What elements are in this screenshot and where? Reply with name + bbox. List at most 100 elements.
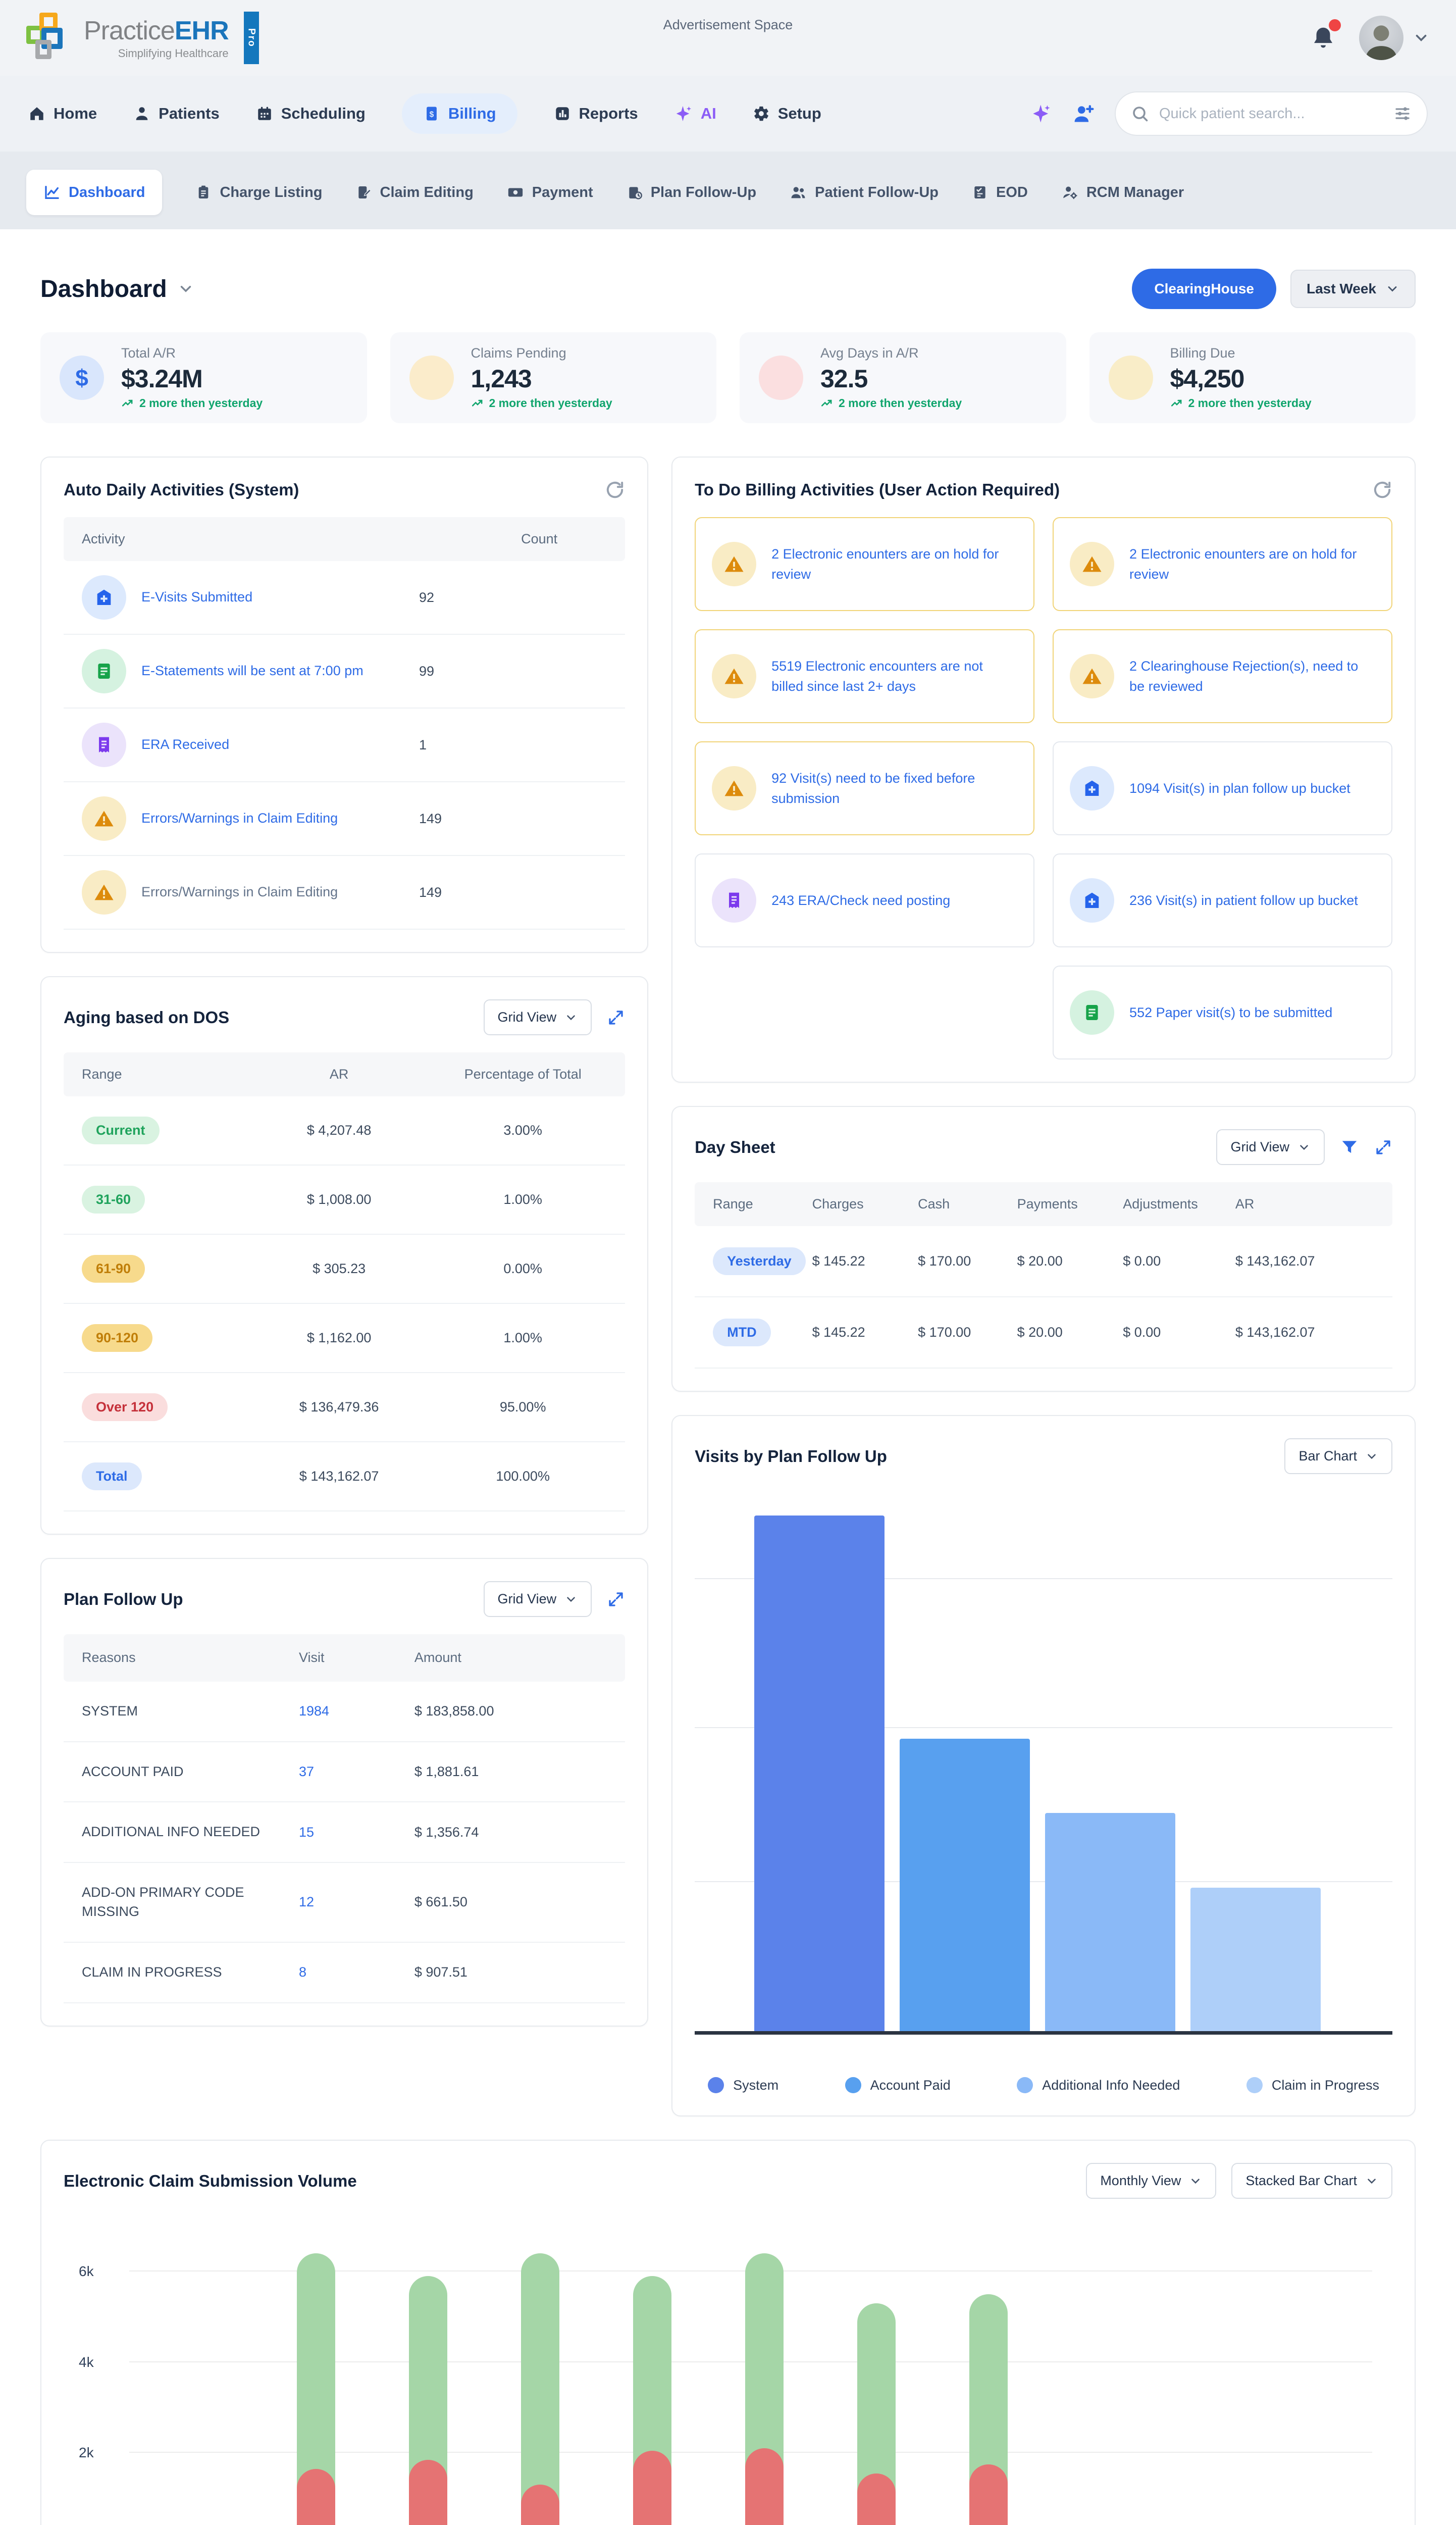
trend-up-icon [472,399,482,407]
visit-count-link[interactable]: 8 [299,1964,307,1980]
todo-link[interactable]: 2 Electronic enounters are on hold for r… [1129,546,1357,582]
tab-label: Claim Editing [380,184,474,200]
panel-title: To Do Billing Activities (User Action Re… [695,480,1060,499]
clock-icon [409,356,454,400]
table-header: Activity Count [64,517,626,561]
percentage-value: 0.00% [503,1261,542,1276]
activity-link[interactable]: Errors/Warnings in Claim Editing [141,811,338,826]
nav-item-patients[interactable]: Patients [133,105,220,123]
user-menu[interactable] [1359,16,1430,60]
search-input[interactable] [1159,105,1383,122]
tab-eod[interactable]: EOD [972,184,1028,201]
auto-daily-activities-panel: Auto Daily Activities (System) Activity … [40,457,649,953]
refresh-icon[interactable] [1372,480,1392,500]
visit-count-link[interactable]: 1984 [299,1703,330,1719]
cash-value: $ 170.00 [918,1253,971,1269]
expand-icon[interactable] [607,1008,625,1027]
legend-label: Additional Info Needed [1042,2077,1180,2093]
adjustments-value: $ 0.00 [1123,1325,1161,1340]
todo-link[interactable]: 552 Paper visit(s) to be submitted [1129,1004,1333,1020]
todo-link[interactable]: 1094 Visit(s) in plan follow up bucket [1129,780,1350,796]
gridline [695,1578,1392,1579]
legend-dot-account-paid [845,2077,861,2093]
tab-payment[interactable]: Payment [507,184,593,201]
activity-link[interactable]: Errors/Warnings in Claim Editing [141,884,338,900]
tab-claim-editing[interactable]: Claim Editing [356,184,474,201]
legend-dot-additional-info [1017,2077,1033,2093]
ar-value: $ 4,207.48 [306,1123,372,1138]
day-sheet-view-select[interactable]: Grid View [1216,1129,1325,1165]
nav-item-scheduling[interactable]: Scheduling [256,105,366,123]
ar-value: $ 136,479.36 [299,1399,379,1415]
activity-icon [82,575,126,620]
visit-count-link[interactable]: 12 [299,1894,315,1910]
dashboard-chart-icon [45,185,59,199]
todo-card[interactable]: 2 Clearinghouse Rejection(s), need to be… [1053,629,1392,723]
expand-icon[interactable] [1374,1138,1392,1156]
day-sheet-rows: Yesterday $ 145.22 $ 170.00 $ 20.00 $ 0.… [695,1226,1392,1369]
nav-item-ai[interactable]: AI [674,105,716,123]
visits-chart-type-select[interactable]: Bar Chart [1284,1438,1392,1474]
chevron-down-icon [567,1596,575,1602]
visits-bars [695,1499,1392,2031]
visit-count-link[interactable]: 37 [299,1763,315,1779]
column-amount: Amount [414,1650,461,1665]
tab-label: Payment [532,184,593,200]
todo-link[interactable]: 2 Electronic enounters are on hold for r… [771,546,999,582]
aging-view-select[interactable]: Grid View [483,999,592,1035]
todo-card[interactable]: 243 ERA/Check need posting [695,853,1035,947]
plan-view-select[interactable]: Grid View [483,1581,592,1617]
reason-label: ACCOUNT PAID [82,1763,184,1779]
nav-item-billing[interactable]: $ Billing [401,93,517,134]
todo-link[interactable]: 2 Clearinghouse Rejection(s), need to be… [1129,658,1359,694]
todo-card[interactable]: 552 Paper visit(s) to be submitted [1053,966,1392,1059]
activity-link[interactable]: E-Statements will be sent at 7:00 pm [141,663,363,679]
tab-plan-follow-up[interactable]: Plan Follow-Up [627,184,756,201]
tab-patient-follow-up[interactable]: Patient Follow-Up [790,184,939,201]
tab-rcm-manager[interactable]: RCM Manager [1061,184,1184,201]
avatar[interactable] [1359,16,1403,60]
column-ar: AR [1235,1196,1255,1211]
notification-dot [1329,19,1341,31]
column-visit: Visit [299,1650,325,1665]
notifications-bell-icon[interactable] [1310,19,1341,52]
kpi-avg-days-ar: Avg Days in A/R 32.5 2 more then yesterd… [740,332,1066,423]
visit-count-link[interactable]: 15 [299,1824,315,1840]
todo-link[interactable]: 243 ERA/Check need posting [771,892,951,908]
legend-label: Account Paid [870,2077,951,2093]
refresh-icon[interactable] [605,480,625,500]
nav-item-reports[interactable]: Reports [554,105,638,123]
reports-icon [555,107,569,120]
activity-icon [82,723,126,767]
clearinghouse-button[interactable]: ClearingHouse [1132,269,1276,309]
todo-link[interactable]: 92 Visit(s) need to be fixed before subm… [771,770,975,806]
nav-label: Setup [777,105,821,122]
nav-item-setup[interactable]: Setup [753,105,821,123]
todo-card[interactable]: 1094 Visit(s) in plan follow up bucket [1053,741,1392,835]
percentage-value: 1.00% [503,1192,542,1207]
filter-icon[interactable] [1340,1138,1359,1157]
trend-up-icon [122,399,133,407]
todo-card[interactable]: 5519 Electronic encounters are not bille… [695,629,1035,723]
expand-icon[interactable] [607,1590,625,1608]
ai-sparkle-icon[interactable] [1031,103,1052,124]
period-selector[interactable]: Last Week [1290,270,1416,308]
tab-charge-listing[interactable]: Charge Listing [195,184,323,201]
tab-dashboard[interactable]: Dashboard [26,170,163,215]
activity-link[interactable]: E-Visits Submitted [141,589,253,605]
activity-link[interactable]: ERA Received [141,737,230,752]
search-filter-icon[interactable] [1393,105,1412,123]
todo-card[interactable]: 2 Electronic enounters are on hold for r… [695,517,1035,611]
nav-item-home[interactable]: Home [28,105,97,123]
claims-period-select[interactable]: Monthly View [1086,2163,1217,2199]
todo-card[interactable]: 236 Visit(s) in patient follow up bucket [1053,853,1392,947]
claims-chart-type-select[interactable]: Stacked Bar Chart [1231,2163,1392,2199]
practice-ehr-logo: Practice EHR Simplifying Healthcare Pro [26,12,259,64]
page-title[interactable]: Dashboard [40,275,194,303]
todo-card[interactable]: 2 Electronic enounters are on hold for r… [1053,517,1392,611]
add-patient-icon[interactable] [1072,103,1095,125]
table-row: 61-90 $ 305.23 0.00% [64,1235,626,1304]
todo-card[interactable]: 92 Visit(s) need to be fixed before subm… [695,741,1035,835]
todo-link[interactable]: 236 Visit(s) in patient follow up bucket [1129,892,1358,908]
todo-link[interactable]: 5519 Electronic encounters are not bille… [771,658,983,694]
